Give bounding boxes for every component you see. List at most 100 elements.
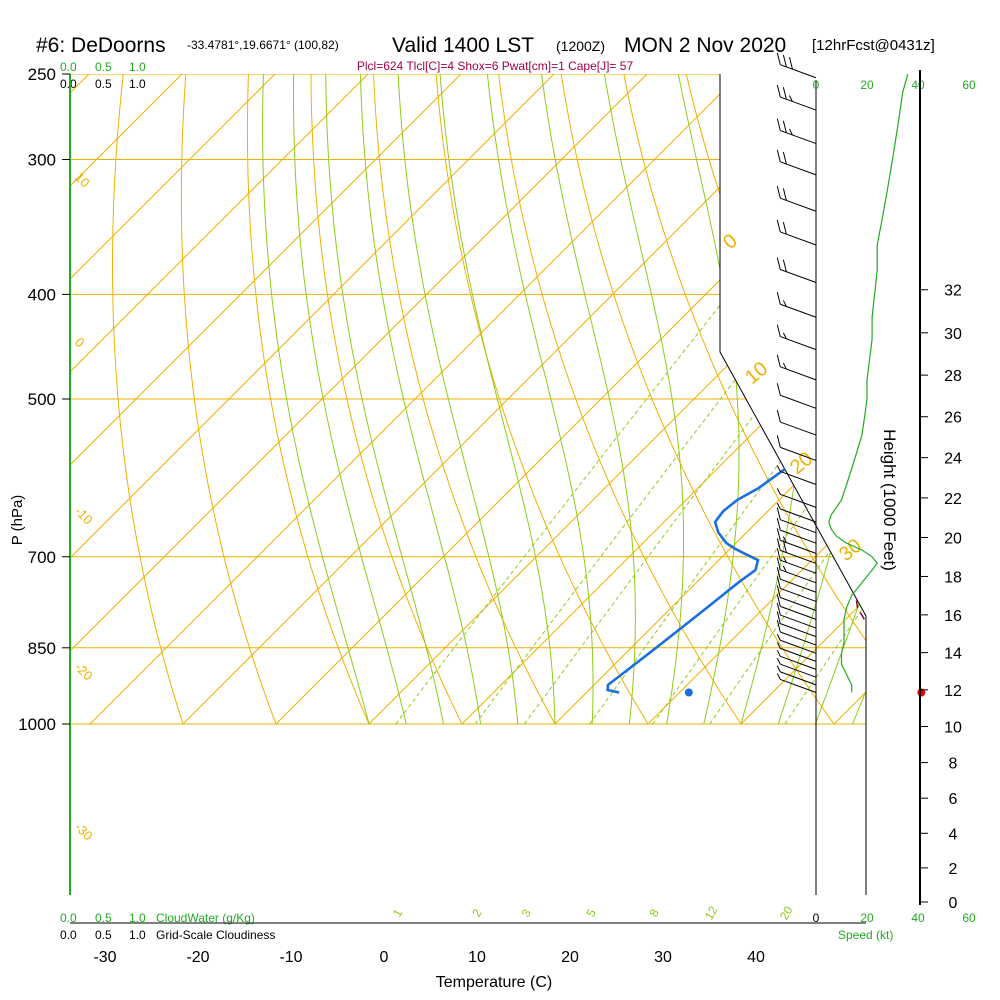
pressure-tick-label: 1000 — [18, 715, 56, 734]
temperature-axis: -30 -20 -10 0 10 20 30 40 — [70, 922, 866, 966]
wind-speed-tick-bottom: 0 — [813, 911, 820, 925]
wind-barb — [776, 665, 817, 686]
wind-barb — [776, 292, 817, 318]
wind-barb — [776, 354, 817, 381]
height-tick-label: 20 — [944, 531, 962, 548]
wind-barb — [776, 567, 817, 593]
wind-barb-flag — [782, 565, 787, 573]
wind-barb-staff — [780, 130, 817, 145]
moist-adiabat-line — [814, 74, 866, 725]
height-tick-label: 24 — [944, 451, 962, 468]
wind-barb — [776, 219, 817, 246]
wind-barb — [776, 257, 817, 283]
wind-barb-flag — [776, 665, 781, 673]
wind-barb — [776, 634, 817, 654]
wind-barb — [776, 186, 817, 212]
cloudwater-tick: 1.0 — [129, 911, 146, 925]
mixing-ratio-line — [395, 294, 729, 725]
wind-barb-flag — [782, 151, 787, 165]
wind-barb-flag — [776, 650, 781, 657]
wind-barb-flag — [776, 257, 781, 270]
wind-barb-flag — [776, 354, 781, 367]
wind-barb-staff — [780, 446, 817, 461]
wind-barb-staff — [780, 663, 817, 678]
wind-barb-staff — [780, 64, 817, 79]
cloudiness-tick: 0.5 — [95, 77, 112, 91]
wind-barb-staff — [780, 519, 817, 534]
cloudwater-tick: 1.0 — [129, 60, 146, 74]
wind-barb-staff — [780, 605, 817, 620]
wind-barb-flag — [776, 518, 781, 531]
cloudwater-tick: 0.5 — [95, 60, 112, 74]
dry-adiabat-line — [560, 74, 835, 725]
wind-barb — [776, 488, 817, 508]
dry-adiabat-line — [112, 74, 184, 725]
wind-barb-staff — [780, 269, 817, 283]
wind-barb-flag — [776, 409, 781, 423]
wind-barb-staff — [780, 421, 817, 436]
wind-barb-staff — [780, 96, 817, 111]
wind-barb-flag — [776, 642, 781, 649]
wind-barb — [776, 518, 817, 544]
moist-adiabat-line — [890, 74, 1000, 724]
wind-barb-flag — [782, 120, 787, 133]
cloudwater-label: CloudWater (g/Kg) — [156, 911, 255, 925]
wind-barb — [776, 507, 817, 534]
wind-barb-staff — [780, 336, 817, 351]
height-tick-label: 8 — [949, 756, 958, 773]
wind-barb-flag — [776, 619, 781, 633]
mixing-ratio-label: 12 — [702, 903, 721, 922]
height-tick-label: 28 — [944, 368, 962, 385]
pressure-tick-label: 850 — [28, 639, 56, 658]
isotherm-label: -20 — [72, 660, 96, 684]
isotherm-line — [833, 74, 866, 725]
parcel-profile — [854, 569, 866, 693]
mixing-ratio-line — [784, 294, 866, 725]
cloudwater-tick: 0.0 — [60, 60, 77, 74]
cloudiness-tick: 0.0 — [60, 928, 77, 942]
wind-barb-flag — [776, 118, 781, 131]
cloudwater-axis-top: 0.0 0.5 1.0 0.0 0.5 1.0 — [60, 60, 146, 91]
wind-barb-staff — [780, 596, 817, 611]
pressure-tick-label: 300 — [28, 150, 56, 169]
wind-barb-flag — [776, 186, 781, 199]
wind-barb-flag — [782, 540, 787, 553]
isotherm-line — [70, 74, 183, 725]
temperature-tick-label: 20 — [561, 949, 579, 966]
height-tick-label: 14 — [944, 646, 962, 663]
pressure-tick-label: 500 — [28, 390, 56, 409]
mixing-ratio-line — [474, 294, 802, 725]
moist-adiabat-line — [325, 74, 444, 725]
wind-barb-staff — [780, 394, 817, 409]
temperature-tick-label: -30 — [93, 949, 116, 966]
wind-barb-flag — [782, 222, 787, 235]
moist-adiabat-line — [486, 74, 594, 725]
wind-barb-flag — [782, 54, 787, 68]
wind-barb-flag — [782, 362, 787, 370]
wind-barb-flag — [776, 488, 781, 495]
wind-speed-tick-top: 20 — [860, 78, 874, 92]
wind-barb — [776, 383, 817, 409]
wind-barb — [776, 602, 817, 629]
wind-barb-staff — [780, 231, 817, 246]
wind-barb-flag — [776, 465, 781, 472]
wind-barbs — [776, 52, 817, 693]
moist-adiabat-line — [439, 74, 556, 725]
temperature-tick-label: 30 — [654, 949, 672, 966]
wind-barb-staff — [780, 197, 817, 212]
wind-barb — [776, 84, 817, 111]
wind-barb-flag — [776, 602, 781, 616]
wind-barb-flag — [776, 528, 781, 541]
wind-barb-flag — [776, 611, 781, 624]
wind-barb — [776, 657, 817, 678]
cloudwater-tick: 0.5 — [95, 911, 112, 925]
moist-adiabat-line — [677, 74, 740, 725]
dry-adiabat-line — [435, 74, 649, 725]
moist-adiabat-line — [359, 74, 482, 725]
pressure-axis: 250 300 400 500 700 850 1000 — [18, 65, 70, 734]
wind-barb-flag — [776, 502, 781, 510]
dry-adiabat-line — [623, 74, 866, 725]
height-tick-label: 10 — [944, 719, 962, 736]
isotherm-label: -10 — [72, 504, 96, 528]
isotherm-line — [554, 74, 866, 725]
